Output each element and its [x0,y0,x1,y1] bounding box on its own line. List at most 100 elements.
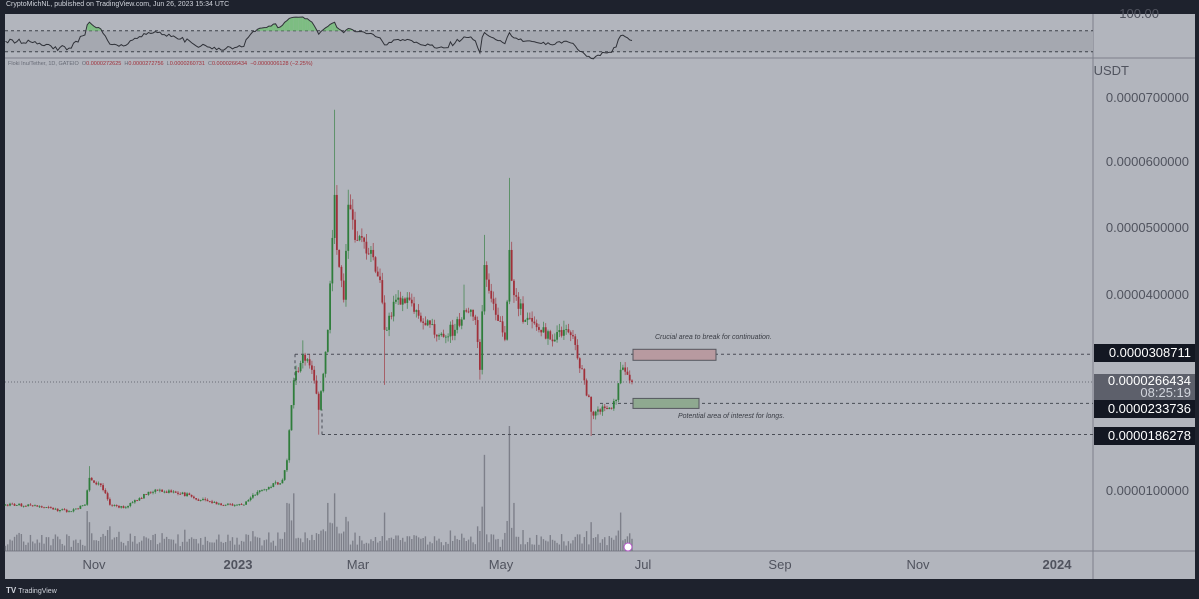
candle-body [322,373,325,392]
volume-bar [190,537,193,551]
volume-bar [606,545,608,551]
candle-body [449,324,452,337]
candle-body [279,483,282,485]
volume-bar [111,539,113,551]
legend-low-label: L [166,61,170,67]
tradingview-logo[interactable]: TV TradingView [6,586,57,595]
candle-body [376,271,379,277]
candle-body [560,330,563,336]
candle-body [617,383,620,400]
candle-body [467,311,470,313]
volume-bar [388,538,390,551]
rsi-line [5,16,633,60]
candle-body [113,505,116,506]
volume-bar [352,540,354,551]
volume-bar [32,541,34,551]
candle-body [510,249,513,281]
volume-bar [113,537,116,551]
volume-bar [50,545,52,551]
candle-body [188,493,191,495]
volume-bar [299,538,302,551]
candle-body [22,505,25,507]
candle-body [556,332,558,340]
support-note: Potential area of interest for longs. [678,413,785,420]
volume-bar [125,545,127,551]
candle-body [45,507,48,508]
candle-body [138,498,141,501]
volume-bar [43,543,45,551]
candle-body [435,334,438,337]
candle-body [299,363,302,372]
chart-frame[interactable] [5,14,1195,579]
volume-bar [224,541,227,551]
candle-body [572,335,574,337]
price-tick: 0.0000100000 [1105,483,1189,498]
candle-body [454,329,456,336]
candle-body [304,354,307,361]
volume-bar [417,537,420,551]
volume-bar [619,512,622,551]
candle-body [619,369,622,384]
candle-body [145,494,148,495]
candle-body [404,298,406,303]
price-tick: 0.0000600000 [1105,154,1189,169]
candle-body [374,257,377,272]
candle-body [118,505,120,508]
volume-bar [100,536,102,551]
volume-bar [249,541,252,551]
volume-bar [529,537,531,551]
candle-body [438,335,440,337]
candle-body [152,491,154,493]
volume-bar [465,541,467,551]
candle-body [136,500,139,501]
volume-bar [431,543,433,551]
candle-body [242,504,245,506]
volume-bar [433,536,436,551]
volume-bar [81,544,84,551]
candle-body [526,317,529,321]
volume-bar [567,541,570,551]
volume-bar [333,493,336,551]
volume-bar [256,537,259,551]
volume-bar [195,538,197,551]
volume-bar [79,539,82,551]
volume-bar [594,537,597,551]
volume-bar [583,537,586,551]
candle-body [610,407,613,409]
rsi-overbought-fill [298,17,301,31]
candle-body [217,503,220,505]
candle-body [315,380,318,394]
volume-bar [77,542,79,551]
candle-body [106,493,109,500]
candle-body [9,503,11,506]
candle-body [267,487,270,490]
volume-bar [91,533,93,551]
candle-body [360,236,363,238]
candle-body [274,482,277,484]
volume-bar [520,544,522,551]
volume-bar [463,537,465,551]
rsi-overbought-fill [293,17,297,31]
candle-body [624,367,627,372]
candle-body [102,485,104,491]
volume-bar [513,502,515,551]
volume-bar [274,545,277,551]
candle-body [515,295,518,297]
volume-bar [116,536,118,551]
volume-bar [576,534,579,551]
candle-body [86,490,89,505]
candle-body [13,504,16,506]
volume-bar [240,540,243,551]
volume-bar [16,534,18,551]
candle-body [599,409,602,412]
rsi-overbought-fill [302,17,306,31]
candle-body [392,301,395,317]
candle-body [313,369,316,381]
rsi-band [5,30,1093,52]
candle-body [488,279,490,291]
candle-body [56,508,59,512]
candle-body [508,249,511,302]
volume-bar [122,542,125,551]
volume-bar [449,530,452,551]
